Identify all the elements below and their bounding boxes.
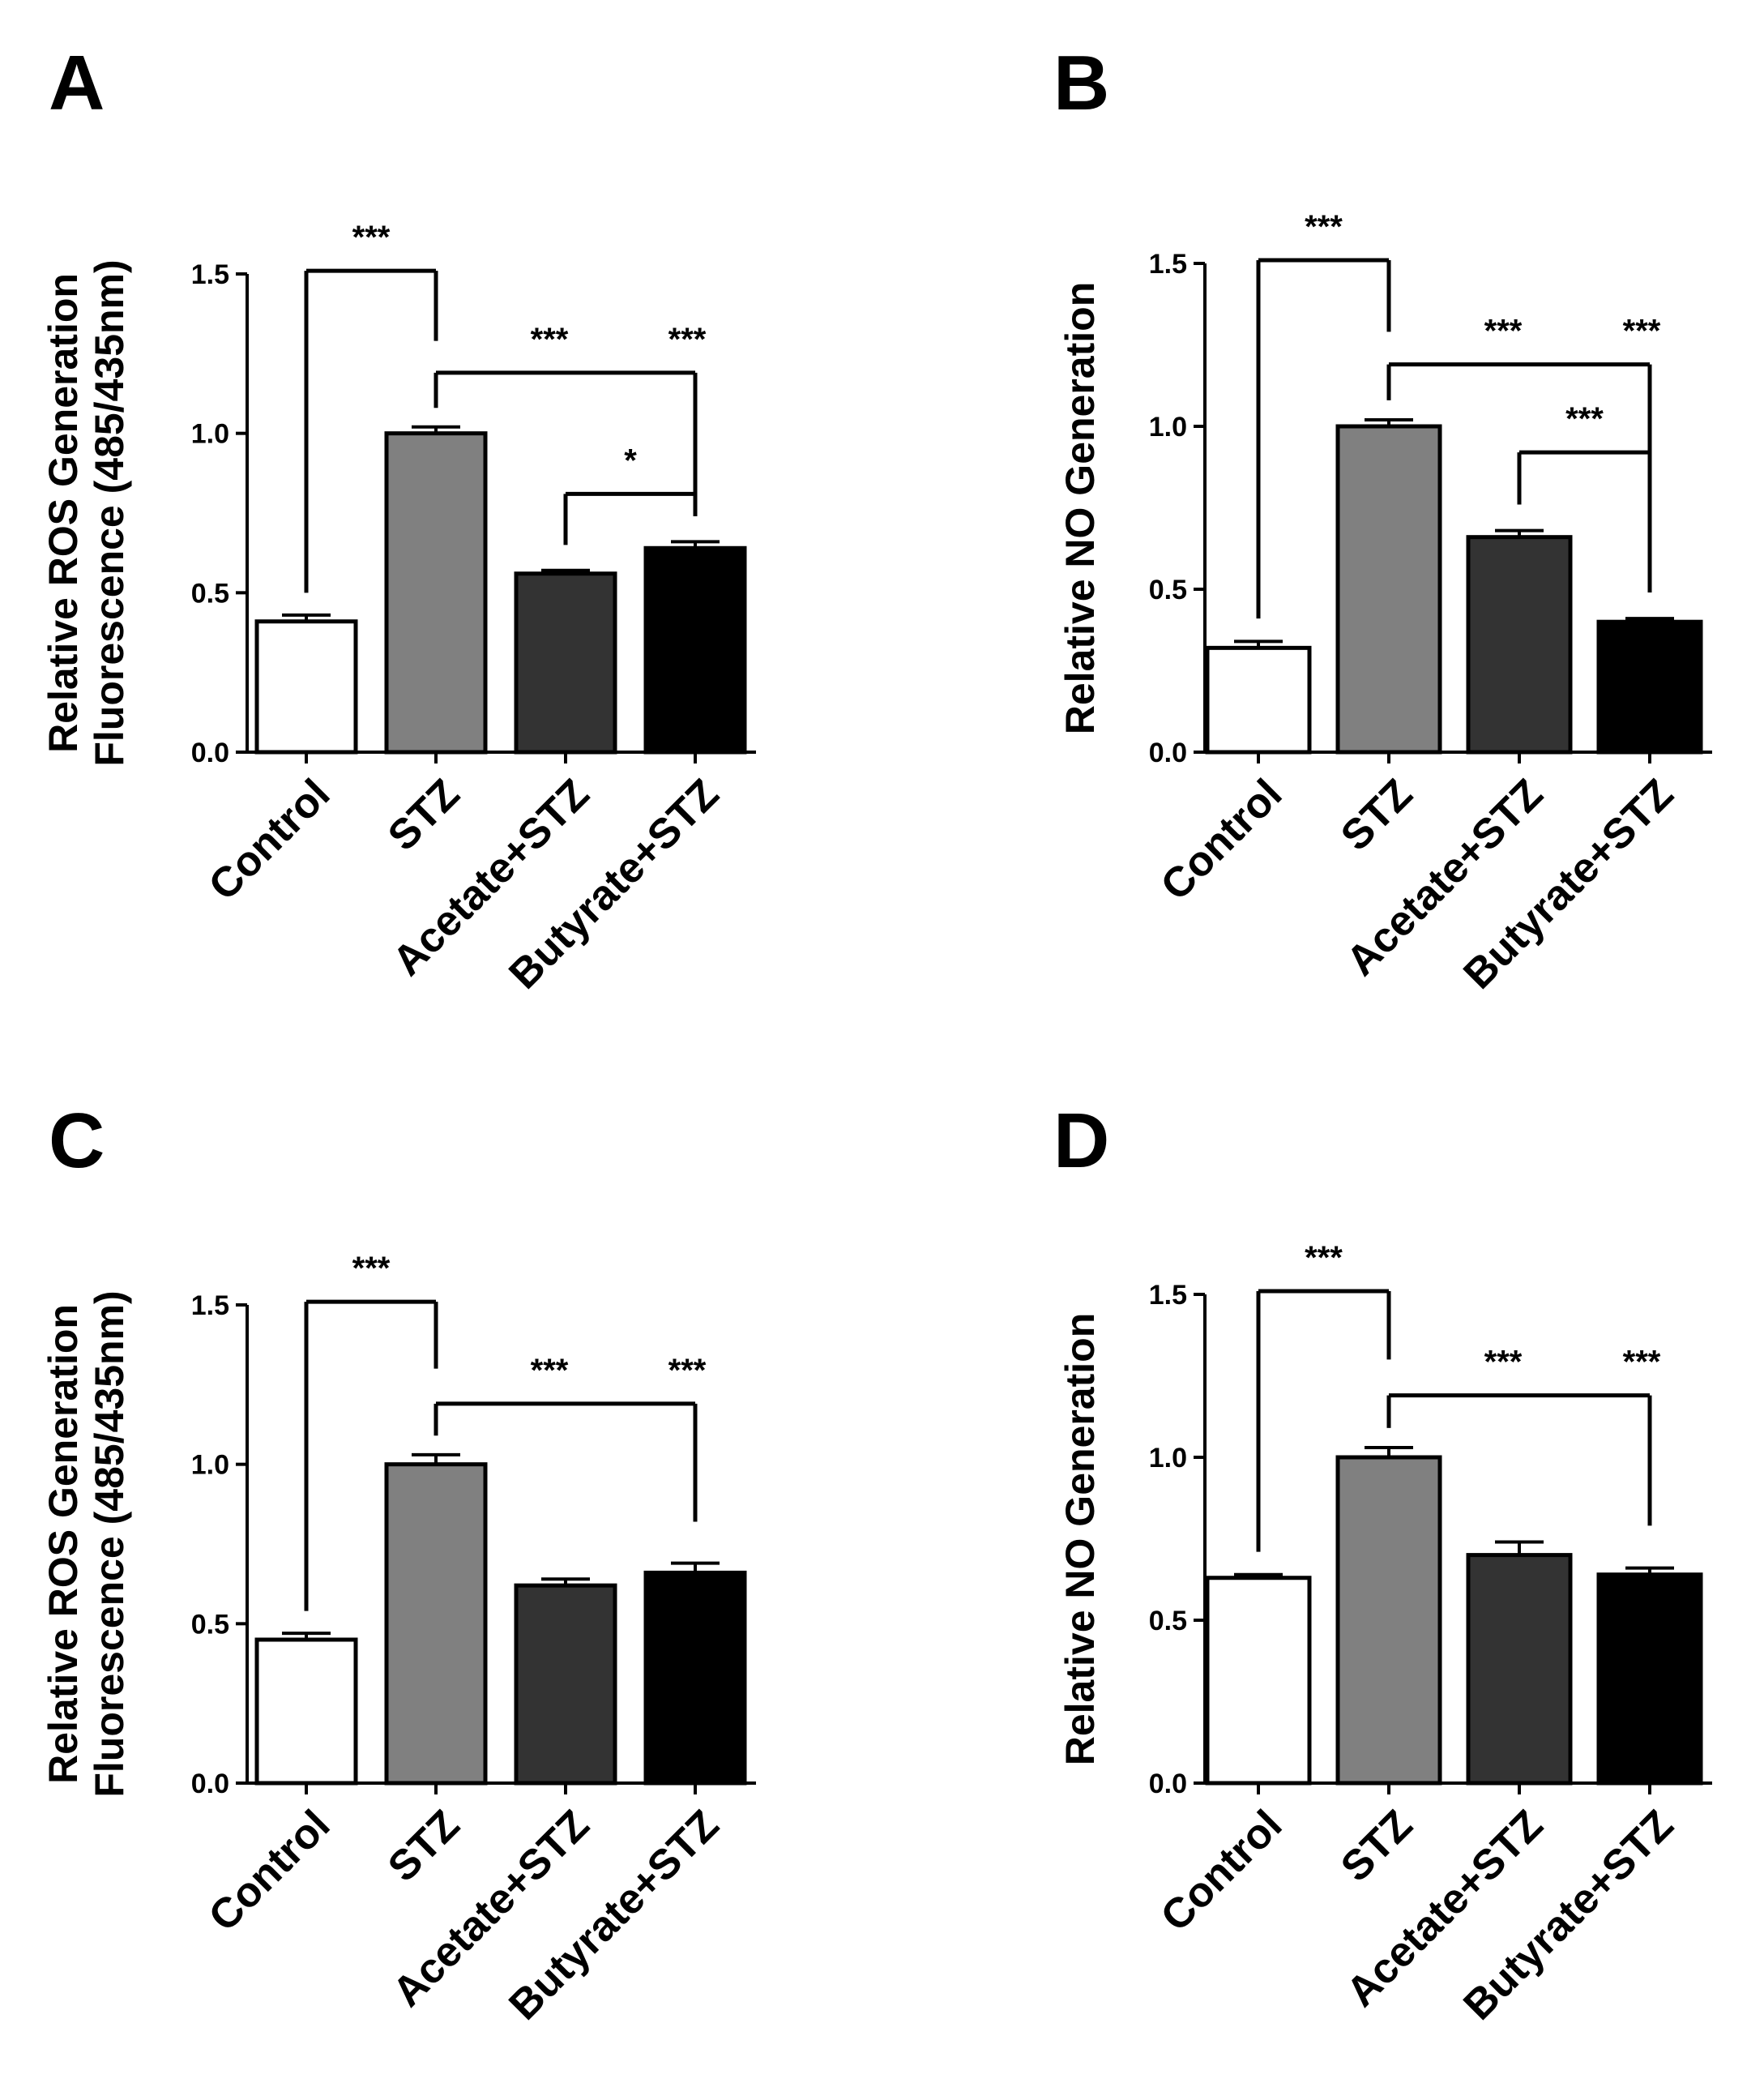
panel-letter: B: [1053, 40, 1109, 126]
y-tick-label: 1.0: [191, 419, 229, 450]
y-tick-label: 1.5: [1149, 249, 1187, 280]
bar: [514, 571, 617, 755]
y-tick-label: 1.0: [1149, 1443, 1187, 1473]
significance-label: ***: [1484, 314, 1523, 349]
significance-label: ***: [352, 1251, 391, 1286]
y-tick-label: 0.0: [1149, 738, 1187, 768]
bar: [643, 1570, 747, 1786]
x-tick-label: Control: [200, 770, 340, 909]
panel-letter: C: [49, 1097, 105, 1184]
significance-label: ***: [1623, 1345, 1661, 1380]
y-tick-label: 1.5: [1149, 1280, 1187, 1311]
x-tick-label: STZ: [1332, 1801, 1421, 1890]
y-axis-label: Relative ROS Generation: [41, 273, 86, 753]
panel-letter: A: [49, 40, 105, 126]
significance-label: ***: [531, 1353, 569, 1388]
bar: [384, 431, 488, 755]
significance-label: ***: [1484, 1345, 1523, 1380]
y-tick-label: 1.5: [191, 1290, 229, 1321]
bar: [1596, 619, 1703, 755]
x-tick-label: Control: [1152, 1801, 1292, 1940]
y-tick-label: 0.0: [191, 738, 229, 768]
bar: [1205, 645, 1312, 755]
bar: [384, 1462, 488, 1786]
x-tick-label: STZ: [1332, 770, 1421, 859]
y-tick-label: 1.5: [191, 259, 229, 290]
bar: [1205, 1576, 1312, 1786]
significance-label: ***: [1565, 401, 1604, 437]
significance-label: ***: [352, 220, 391, 255]
y-tick-label: 0.5: [191, 578, 229, 609]
y-axis-label: Relative NO Generation: [1057, 282, 1103, 735]
significance-label: ***: [1305, 209, 1343, 245]
x-tick-label: STZ: [379, 770, 468, 859]
y-tick-label: 0.0: [191, 1769, 229, 1799]
y-tick-label: 0.5: [1149, 575, 1187, 605]
x-tick-label: Control: [1152, 770, 1292, 909]
y-axis-label: Fluorescence (485/435nm): [87, 1290, 132, 1797]
bar: [1466, 535, 1573, 755]
y-tick-label: 1.0: [1149, 412, 1187, 443]
y-axis-label: Relative ROS Generation: [41, 1304, 86, 1784]
x-tick-label: STZ: [379, 1801, 468, 1890]
significance-label: ***: [668, 1353, 707, 1388]
y-axis-label: Relative NO Generation: [1057, 1313, 1103, 1766]
bar: [1335, 424, 1442, 755]
significance-label: ***: [531, 322, 569, 357]
bar: [254, 1637, 358, 1786]
panel-letter: D: [1053, 1097, 1109, 1184]
bar: [643, 545, 747, 755]
significance-label: *: [624, 443, 637, 478]
y-axis-label: Fluorescence (485/435nm): [87, 259, 132, 766]
chart-panel-b: B Relative NO Generation 0.0 0.5 1.0 1.5 Contr…: [1053, 40, 1712, 999]
significance-label: ***: [668, 322, 707, 357]
bar: [1596, 1572, 1703, 1786]
chart-panel-c: C Relative ROS Generation Fluorescence (48…: [41, 1097, 756, 2030]
y-tick-label: 1.0: [191, 1450, 229, 1481]
significance-label: ***: [1305, 1240, 1343, 1276]
y-tick-label: 0.0: [1149, 1769, 1187, 1799]
significance-label: ***: [1623, 314, 1661, 349]
bar: [254, 619, 358, 755]
y-tick-label: 0.5: [191, 1609, 229, 1640]
chart-panel-d: D Relative NO Generation 0.0 0.5 1.0 1.5 Contr…: [1053, 1097, 1712, 2030]
y-tick-label: 0.5: [1149, 1606, 1187, 1636]
bar: [1335, 1455, 1442, 1786]
bar: [514, 1583, 617, 1786]
x-tick-label: Control: [200, 1801, 340, 1940]
chart-panel-a: A Relative ROS Generation Fluorescence (48…: [41, 40, 756, 999]
bar: [1466, 1553, 1573, 1786]
